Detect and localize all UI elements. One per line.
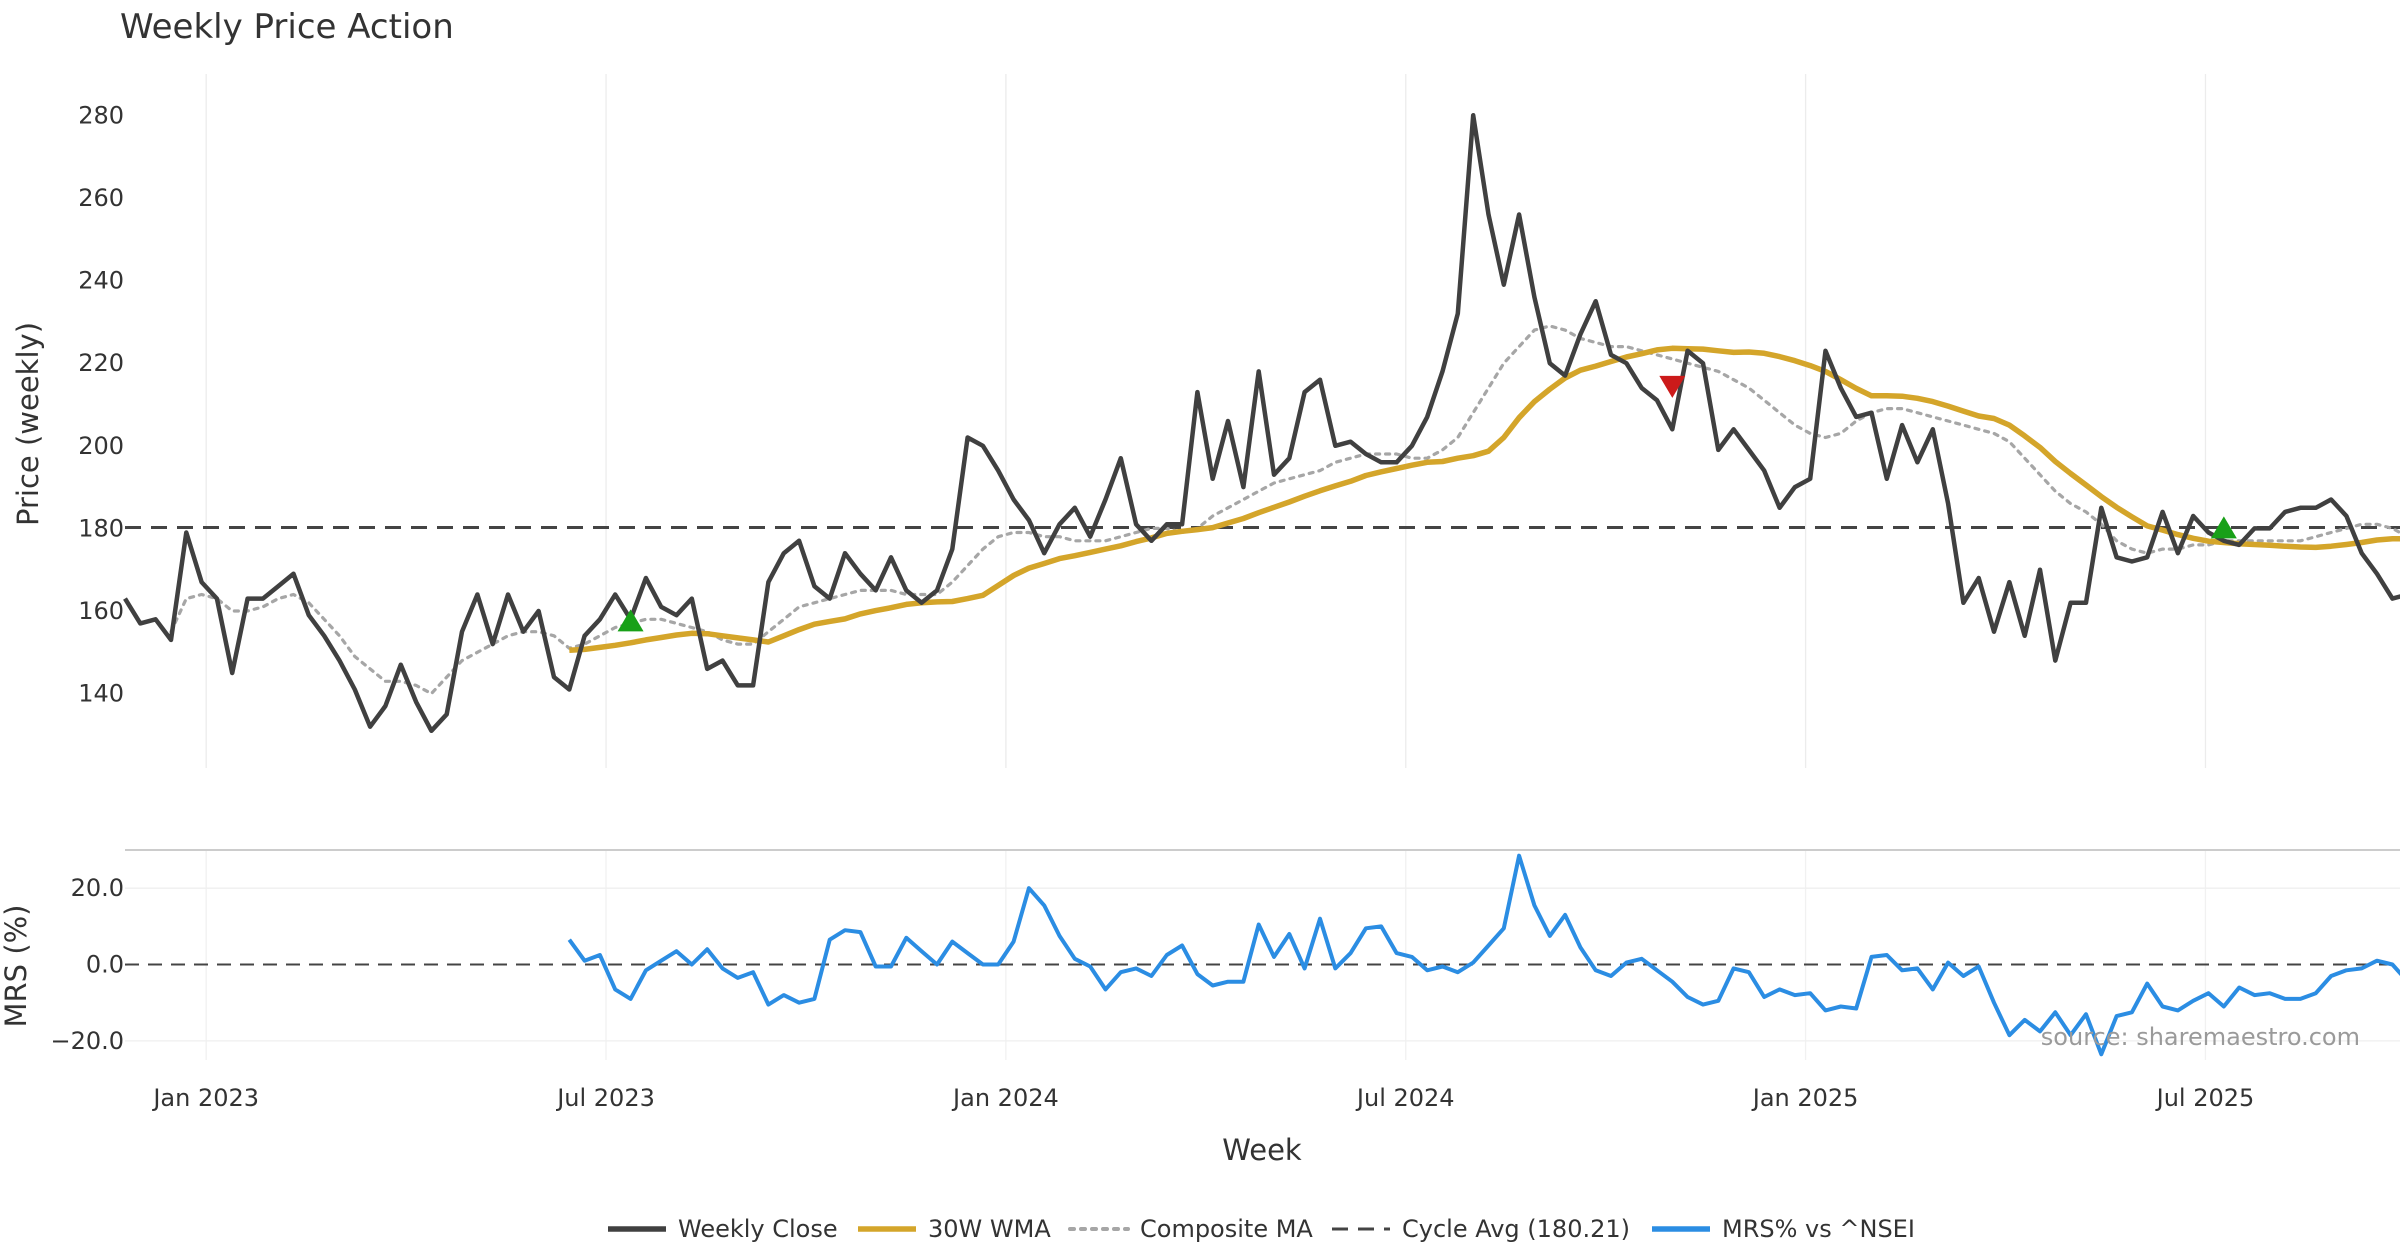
x-tick-label: Jul 2023 [555, 1084, 655, 1112]
price-y-axis-title: Price (weekly) [11, 322, 45, 526]
price-y-tick-label: 140 [78, 680, 124, 708]
grid-layer [125, 74, 2400, 1060]
x-axis-title: Week [1222, 1133, 1302, 1167]
mrs-y-tick-label: 0.0 [86, 951, 124, 979]
reference-lines [125, 526, 2400, 966]
mrs-y-tick-label: 20.0 [71, 874, 124, 902]
mrs-y-axis-title: MRS (%) [0, 905, 33, 1028]
sell-signal-marker [1659, 375, 1686, 398]
buy-signal-marker [2210, 516, 2237, 539]
price-y-tick-label: 260 [78, 184, 124, 212]
legend-label-mrs-vs-nsei: MRS% vs ^NSEI [1722, 1215, 1915, 1243]
x-tick-label: Jul 2025 [2155, 1084, 2255, 1112]
source-note: source: sharemaestro.com [2041, 1023, 2360, 1051]
mrs-y-tick-label: −20.0 [50, 1027, 124, 1055]
legend-label-30w-wma: 30W WMA [928, 1215, 1051, 1243]
series-layer [123, 113, 2400, 1057]
price-y-tick-label: 200 [78, 432, 124, 460]
series-mrs-vs-nsei [567, 853, 2400, 1057]
chart-title: Weekly Price Action [120, 7, 454, 47]
series-30w-wma [569, 345, 2400, 654]
price-y-tick-label: 220 [78, 349, 124, 377]
buy-signal-marker [617, 609, 644, 632]
legend: Weekly Close 30W WMA Composite MA Cycle Avg… [608, 1215, 1915, 1243]
x-tick-label: Jul 2024 [1355, 1084, 1455, 1112]
x-tick-label: Jan 2024 [951, 1084, 1059, 1112]
x-tick-label: Jan 2023 [151, 1084, 259, 1112]
x-tick-label: Jan 2025 [1751, 1084, 1859, 1112]
signal-markers [617, 375, 2237, 632]
legend-label-weekly-close: Weekly Close [678, 1215, 838, 1243]
price-y-tick-label: 160 [78, 597, 124, 625]
price-y-tick-label: 240 [78, 267, 124, 295]
legend-label-composite-ma: Composite MA [1140, 1215, 1313, 1243]
series-weekly-close [123, 113, 2400, 734]
price-y-tick-label: 280 [78, 101, 124, 129]
legend-label-cycle-avg-180-21: Cycle Avg (180.21) [1402, 1215, 1630, 1243]
axis-layer: Jan 2023 Jul 2023 Jan 2024 Jul 2024 Jan 2025… [50, 101, 2254, 1112]
price-y-tick-label: 180 [78, 514, 124, 542]
